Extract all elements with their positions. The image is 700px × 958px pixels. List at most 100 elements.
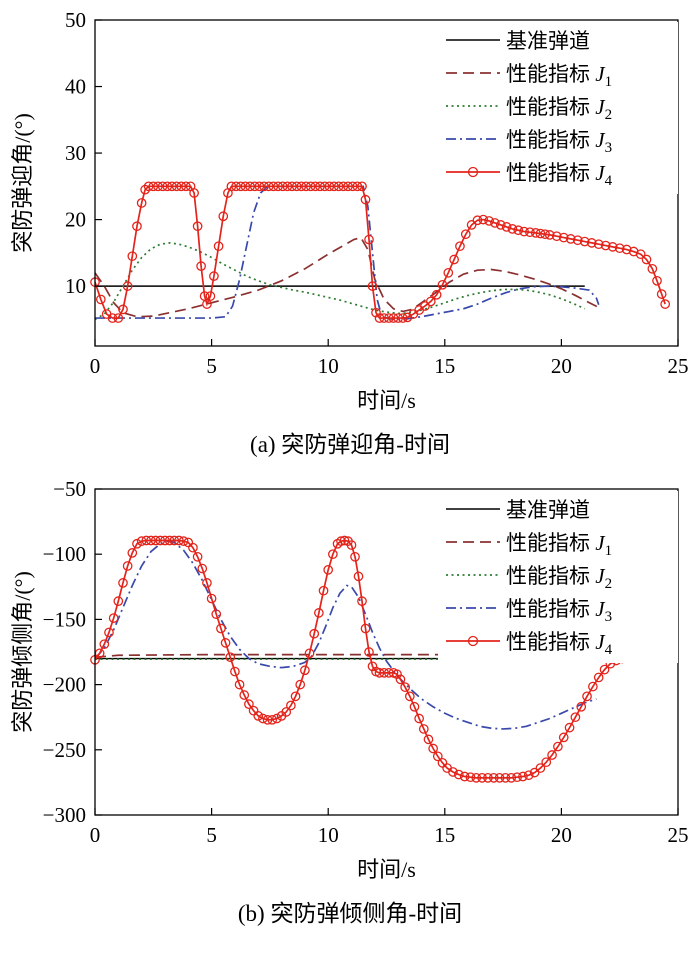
data-marker-circle bbox=[593, 239, 604, 250]
data-marker-circle bbox=[500, 772, 511, 783]
data-marker-circle bbox=[296, 181, 307, 192]
axes-ticks: 0 5 10 15 20 25 −50 −100 −150 −200 −250 −300 bbox=[43, 477, 689, 847]
legend-entry-label: 基准弹道 bbox=[506, 29, 590, 53]
data-marker-circle bbox=[176, 181, 187, 192]
data-marker-circle bbox=[374, 313, 385, 323]
data-marker-circle bbox=[506, 772, 517, 783]
data-marker-circle bbox=[579, 236, 590, 247]
data-marker-circle bbox=[383, 313, 394, 323]
data-marker-circle bbox=[431, 289, 442, 300]
data-marker-circle bbox=[148, 181, 159, 192]
legend-entry-label: 性能指标 J2 bbox=[506, 95, 612, 123]
legend-entry-label: 性能指标 J3 bbox=[506, 128, 612, 156]
data-marker-circle bbox=[364, 647, 374, 657]
data-marker-circle bbox=[309, 628, 320, 639]
figure-page: 0 5 10 15 20 25 10 20 30 40 50 时间/s 突防弹迎角/(°) 基准弹道 性能指… bbox=[0, 8, 700, 928]
data-marker-circle bbox=[314, 608, 324, 618]
data-marker-circle bbox=[547, 750, 557, 760]
data-marker-circle bbox=[273, 181, 283, 192]
data-marker-circle bbox=[364, 234, 374, 245]
data-marker-circle bbox=[570, 712, 581, 723]
legend-entry-label: 性能指标 J4 bbox=[506, 630, 613, 658]
data-marker-circle bbox=[541, 757, 552, 768]
data-marker-circle bbox=[300, 665, 310, 676]
data-marker-circle bbox=[333, 181, 344, 192]
data-marker-circle bbox=[254, 181, 265, 192]
data-marker-circle bbox=[339, 535, 350, 546]
data-marker-circle bbox=[218, 211, 229, 222]
data-marker-circle bbox=[530, 228, 541, 238]
data-marker-circle bbox=[305, 181, 316, 192]
data-marker-circle bbox=[132, 221, 142, 232]
data-marker-circle bbox=[132, 538, 142, 549]
data-marker-circle bbox=[202, 299, 212, 309]
y-tick-label: −50 bbox=[53, 477, 86, 501]
x-tick-label: 5 bbox=[206, 823, 217, 847]
data-marker-circle bbox=[518, 771, 528, 782]
data-marker-circle bbox=[367, 281, 378, 291]
data-marker-circle bbox=[262, 714, 273, 725]
data-marker-circle bbox=[99, 639, 110, 650]
legend-marker-circle bbox=[467, 166, 479, 178]
data-marker-circle bbox=[272, 713, 282, 724]
data-marker-circle bbox=[287, 181, 297, 192]
data-marker-circle bbox=[512, 772, 522, 783]
data-marker-circle bbox=[374, 668, 385, 678]
data-marker-circle bbox=[352, 181, 363, 192]
data-marker-circle bbox=[400, 682, 411, 693]
data-marker-circle bbox=[167, 181, 177, 192]
data-marker-circle bbox=[599, 664, 610, 675]
data-marker-circle bbox=[107, 313, 118, 323]
data-marker-circle bbox=[652, 275, 662, 286]
legend-entry-label: 性能指标 J3 bbox=[506, 597, 612, 625]
legend-entry-label: 基准弹道 bbox=[506, 498, 590, 522]
data-marker-circle bbox=[465, 772, 476, 783]
chart-b-figure: 0 5 10 15 20 25 −50 −100 −150 −200 −250 −300 时间/s 突防弹… bbox=[0, 475, 700, 928]
data-marker-circle bbox=[245, 181, 255, 192]
data-marker-circle bbox=[157, 181, 168, 192]
data-marker-circle bbox=[586, 238, 597, 248]
y-tick-label: −150 bbox=[43, 607, 86, 631]
data-marker-circle bbox=[188, 542, 198, 553]
data-marker-circle bbox=[329, 181, 339, 192]
data-marker-circle bbox=[558, 232, 569, 243]
legend-background bbox=[438, 491, 678, 663]
data-marker-circle bbox=[216, 623, 226, 634]
data-marker-circle bbox=[621, 244, 632, 255]
bank-angle-chart: 0 5 10 15 20 25 −50 −100 −150 −200 −250 −300 时间/s 突防弹… bbox=[10, 477, 689, 882]
series-group bbox=[90, 535, 672, 783]
data-marker-circle bbox=[564, 722, 575, 733]
data-marker-circle bbox=[535, 228, 546, 239]
data-marker-circle bbox=[519, 226, 529, 237]
x-tick-label: 20 bbox=[551, 823, 572, 847]
data-marker-circle bbox=[432, 751, 443, 762]
data-marker-circle bbox=[397, 313, 408, 323]
data-marker-circle bbox=[263, 181, 274, 192]
data-marker-circle bbox=[281, 707, 292, 717]
data-marker-circle bbox=[174, 535, 184, 546]
data-marker-circle bbox=[513, 225, 524, 236]
data-marker-circle bbox=[239, 690, 250, 700]
y-tick-label: 40 bbox=[65, 75, 86, 99]
data-marker-circle bbox=[443, 267, 454, 278]
data-marker-circle bbox=[290, 691, 301, 702]
data-marker-circle bbox=[647, 263, 658, 274]
data-marker-circle bbox=[507, 224, 518, 234]
series-line bbox=[94, 242, 586, 321]
data-marker-circle bbox=[169, 535, 180, 546]
data-marker-circle bbox=[225, 652, 236, 663]
data-marker-circle bbox=[418, 724, 429, 734]
data-marker-circle bbox=[118, 304, 128, 315]
data-marker-circle bbox=[150, 535, 161, 546]
data-marker-circle bbox=[164, 535, 175, 546]
data-marker-circle bbox=[244, 699, 254, 710]
data-marker-circle bbox=[192, 551, 203, 562]
x-tick-label: 25 bbox=[668, 823, 689, 847]
data-marker-circle bbox=[448, 767, 458, 777]
data-marker-circle bbox=[437, 279, 448, 290]
attack-angle-chart: 0 5 10 15 20 25 10 20 30 40 50 时间/s 突防弹迎角/(°) 基准弹道性能指… bbox=[10, 8, 689, 413]
data-marker-circle bbox=[523, 770, 534, 781]
data-marker-circle bbox=[483, 772, 493, 783]
data-marker-circle bbox=[484, 216, 494, 226]
data-marker-circle bbox=[267, 714, 278, 725]
